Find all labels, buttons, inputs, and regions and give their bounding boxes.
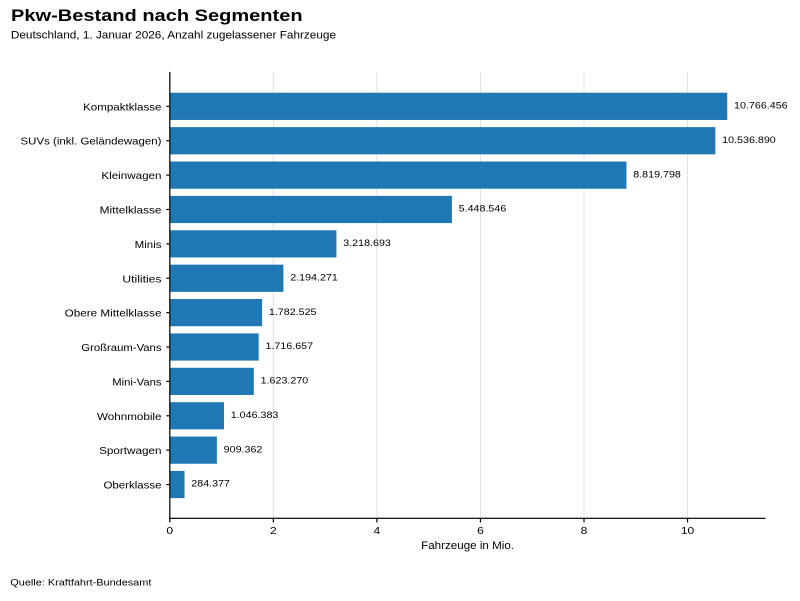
svg-text:10.766.456: 10.766.456 bbox=[734, 101, 788, 111]
svg-text:8: 8 bbox=[581, 525, 588, 537]
svg-text:Pkw-Bestand nach Segmenten: Pkw-Bestand nach Segmenten bbox=[11, 6, 303, 25]
svg-text:Sportwagen: Sportwagen bbox=[99, 446, 162, 457]
svg-text:6: 6 bbox=[477, 525, 484, 537]
svg-text:Großraum-Vans: Großraum-Vans bbox=[81, 343, 161, 354]
svg-text:Utilities: Utilities bbox=[122, 274, 161, 285]
svg-text:1.716.657: 1.716.657 bbox=[265, 341, 313, 351]
svg-text:1.782.525: 1.782.525 bbox=[269, 307, 317, 317]
svg-text:Fahrzeuge in Mio.: Fahrzeuge in Mio. bbox=[421, 540, 514, 552]
svg-text:10: 10 bbox=[681, 525, 695, 537]
svg-text:0: 0 bbox=[166, 525, 173, 537]
svg-text:1.623.270: 1.623.270 bbox=[261, 376, 309, 386]
svg-text:Kompaktklasse: Kompaktklasse bbox=[83, 102, 162, 113]
svg-text:284.377: 284.377 bbox=[191, 479, 230, 489]
svg-text:2: 2 bbox=[270, 525, 277, 537]
svg-text:1.046.383: 1.046.383 bbox=[231, 410, 279, 420]
svg-text:2.194.271: 2.194.271 bbox=[290, 272, 338, 282]
svg-text:Quelle: Kraftfahrt-Bundesamt: Quelle: Kraftfahrt-Bundesamt bbox=[10, 578, 151, 589]
svg-text:5.448.546: 5.448.546 bbox=[459, 204, 507, 214]
svg-text:Wohnmobile: Wohnmobile bbox=[97, 412, 162, 423]
svg-text:10.536.890: 10.536.890 bbox=[722, 135, 776, 145]
svg-text:Mini-Vans: Mini-Vans bbox=[112, 377, 161, 388]
svg-text:Kleinwagen: Kleinwagen bbox=[101, 171, 161, 182]
svg-text:3.218.693: 3.218.693 bbox=[343, 238, 391, 248]
svg-text:Minis: Minis bbox=[135, 240, 162, 251]
svg-text:SUVs (inkl. Geländewagen): SUVs (inkl. Geländewagen) bbox=[21, 137, 162, 148]
svg-text:4: 4 bbox=[374, 525, 381, 537]
svg-text:Deutschland, 1. Januar 2026, A: Deutschland, 1. Januar 2026, Anzahl zuge… bbox=[11, 30, 336, 42]
svg-text:8.819.798: 8.819.798 bbox=[633, 169, 681, 179]
svg-text:Mittelklasse: Mittelklasse bbox=[100, 205, 162, 216]
svg-text:909.362: 909.362 bbox=[224, 444, 263, 454]
svg-text:Obere Mittelklasse: Obere Mittelklasse bbox=[65, 309, 162, 320]
svg-text:Oberklasse: Oberklasse bbox=[104, 481, 162, 492]
